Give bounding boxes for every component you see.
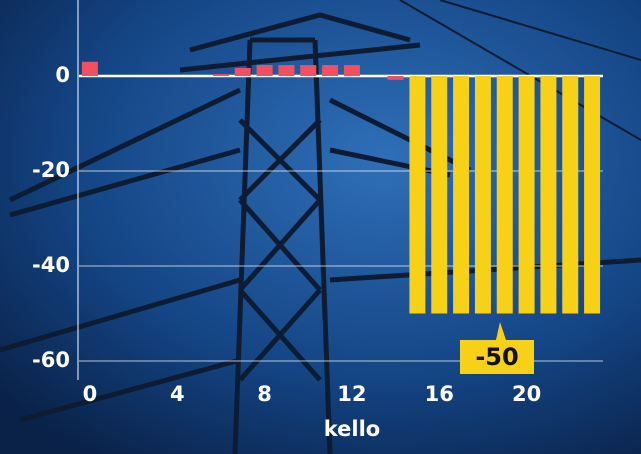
bar xyxy=(518,76,535,314)
x-axis-label: kello xyxy=(324,417,380,441)
y-tick-label: -20 xyxy=(32,158,70,182)
bar xyxy=(278,65,295,76)
bar xyxy=(453,76,470,314)
y-tick-label: -40 xyxy=(32,253,70,277)
annotation-box xyxy=(460,322,534,374)
bar xyxy=(256,65,273,76)
y-tick-label: -60 xyxy=(32,348,70,372)
bar xyxy=(322,65,339,76)
bar xyxy=(387,76,404,80)
x-tick-label: 12 xyxy=(337,382,366,406)
x-tick-label: 16 xyxy=(425,382,454,406)
bar xyxy=(409,76,426,314)
bar xyxy=(81,61,98,76)
y-tick-label: 0 xyxy=(55,63,70,87)
annotation-text: -50 xyxy=(475,343,518,371)
bar xyxy=(300,65,317,76)
x-tick-label: 4 xyxy=(170,382,185,406)
bar xyxy=(212,74,229,76)
bar xyxy=(584,76,601,314)
bar xyxy=(431,76,448,314)
bar xyxy=(562,76,579,314)
x-tick-label: 0 xyxy=(83,382,98,406)
bar xyxy=(343,65,360,76)
x-tick-label: 8 xyxy=(257,382,272,406)
bar xyxy=(496,76,513,314)
bar xyxy=(540,76,557,314)
x-tick-label: 20 xyxy=(512,382,541,406)
bar xyxy=(474,76,491,314)
bar xyxy=(234,67,251,76)
